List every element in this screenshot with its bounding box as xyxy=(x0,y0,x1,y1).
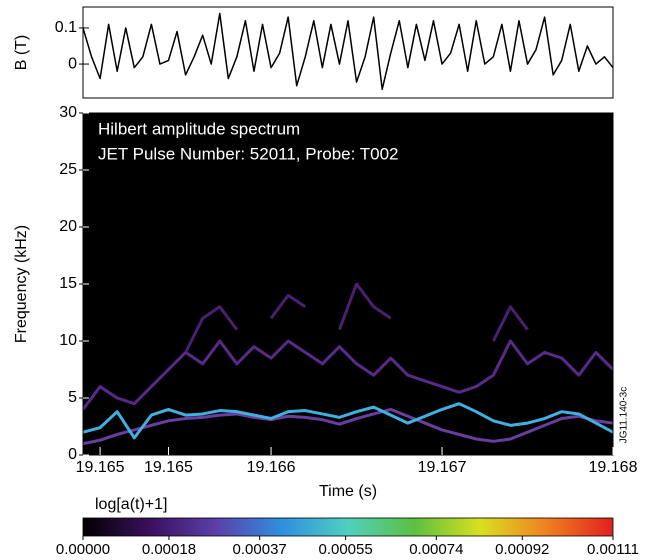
colorbar-tick-label: 0.00037 xyxy=(233,541,287,558)
chart-subtitle: JET Pulse Number: 52011, Probe: T002 xyxy=(98,144,399,163)
x-tick-label: 19.167 xyxy=(418,459,467,476)
data-line xyxy=(83,12,613,91)
plot-background xyxy=(83,113,613,455)
data-line xyxy=(184,305,239,354)
y-tick-label: 0 xyxy=(68,446,77,463)
colorbar-tick-label: 0.00074 xyxy=(409,541,463,558)
colorbar-tick-label: 0.00111 xyxy=(587,541,639,558)
colorbar-tick-label: 0.00092 xyxy=(495,541,549,558)
data-line xyxy=(83,339,613,411)
figure-code: JG11.140-3c xyxy=(619,387,630,444)
y-axis-label: B (T) xyxy=(13,35,30,71)
y-tick-label: 5 xyxy=(68,389,77,406)
plot-area xyxy=(83,282,613,446)
x-tick-label: 19.168 xyxy=(589,459,638,476)
colorbar-tick-label: 0.00000 xyxy=(56,541,110,558)
y-axis-label: Frequency (kHz) xyxy=(13,225,30,343)
x-tick-label: 19.165 xyxy=(144,459,193,476)
data-line xyxy=(83,402,613,440)
colorbar-label: log[a(t)+1] xyxy=(95,496,167,513)
y-tick-label: 0.1 xyxy=(55,19,77,36)
y-tick-label: 0 xyxy=(68,55,77,72)
x-tick-label: 19.166 xyxy=(247,459,296,476)
y-tick-label: 15 xyxy=(59,275,77,292)
plot-frame xyxy=(82,6,614,99)
data-line xyxy=(491,305,529,342)
data-line xyxy=(83,407,613,446)
x-tick-label: 19.165 xyxy=(76,459,125,476)
colorbar-tick-label: 0.00055 xyxy=(318,541,372,558)
data-line xyxy=(338,282,392,331)
y-tick-label: 30 xyxy=(59,104,77,121)
y-tick-label: 10 xyxy=(59,332,77,349)
y-tick-label: 25 xyxy=(59,161,77,178)
x-axis-label: Time (s) xyxy=(319,483,377,500)
chart-title: Hilbert amplitude spectrum xyxy=(98,119,300,138)
y-tick-label: 20 xyxy=(59,218,77,235)
colorbar-tick-label: 0.00018 xyxy=(142,541,196,558)
colorbar xyxy=(82,517,614,537)
data-line xyxy=(269,293,307,320)
plot-area xyxy=(83,12,613,91)
